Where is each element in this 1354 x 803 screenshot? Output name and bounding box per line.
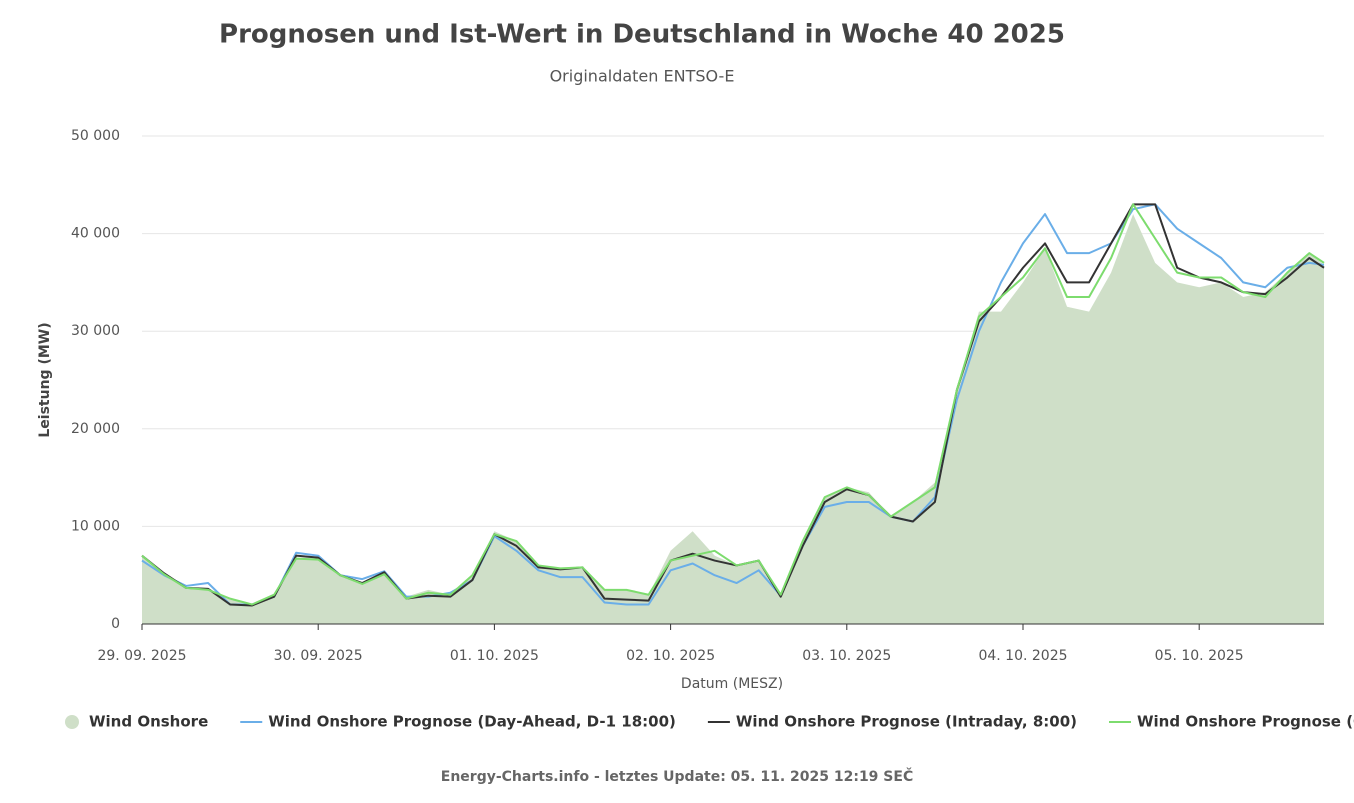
x-tick-label: 29. 09. 2025: [97, 648, 186, 664]
legend-label: Wind Onshore Prognose (Current): [1137, 713, 1354, 731]
chart-subtitle: Originaldaten ENTSO-E: [550, 67, 735, 86]
y-tick-label: 40 000: [71, 226, 120, 242]
x-tick-label: 01. 10. 2025: [450, 648, 539, 664]
x-tick-label: 03. 10. 2025: [802, 648, 891, 664]
area: [142, 214, 1324, 624]
legend-swatch: [65, 715, 79, 729]
x-tick-label: 30. 09. 2025: [274, 648, 363, 664]
x-tick-label: 05. 10. 2025: [1155, 648, 1244, 664]
legend-label: Wind Onshore: [89, 713, 208, 731]
y-tick-label: 30 000: [71, 323, 120, 339]
legend-label: Wind Onshore Prognose (Day-Ahead, D-1 18…: [268, 713, 676, 731]
y-tick-label: 0: [111, 616, 120, 632]
chart-title: Prognosen und Ist-Wert in Deutschland in…: [219, 20, 1065, 50]
y-tick-label: 20 000: [71, 421, 120, 437]
line: [141, 203, 1325, 606]
x-tick-label: 04. 10. 2025: [978, 648, 1067, 664]
x-axis-label: Datum (MESZ): [681, 676, 783, 692]
y-axis-label: Leistung (MW): [37, 322, 53, 437]
footer: Energy-Charts.info - letztes Update: 05.…: [441, 767, 913, 785]
y-tick-label: 10 000: [71, 518, 120, 534]
x-tick-label: 02. 10. 2025: [626, 648, 715, 664]
legend-label: Wind Onshore Prognose (Intraday, 8:00): [736, 713, 1077, 731]
y-tick-label: 50 000: [71, 128, 120, 144]
